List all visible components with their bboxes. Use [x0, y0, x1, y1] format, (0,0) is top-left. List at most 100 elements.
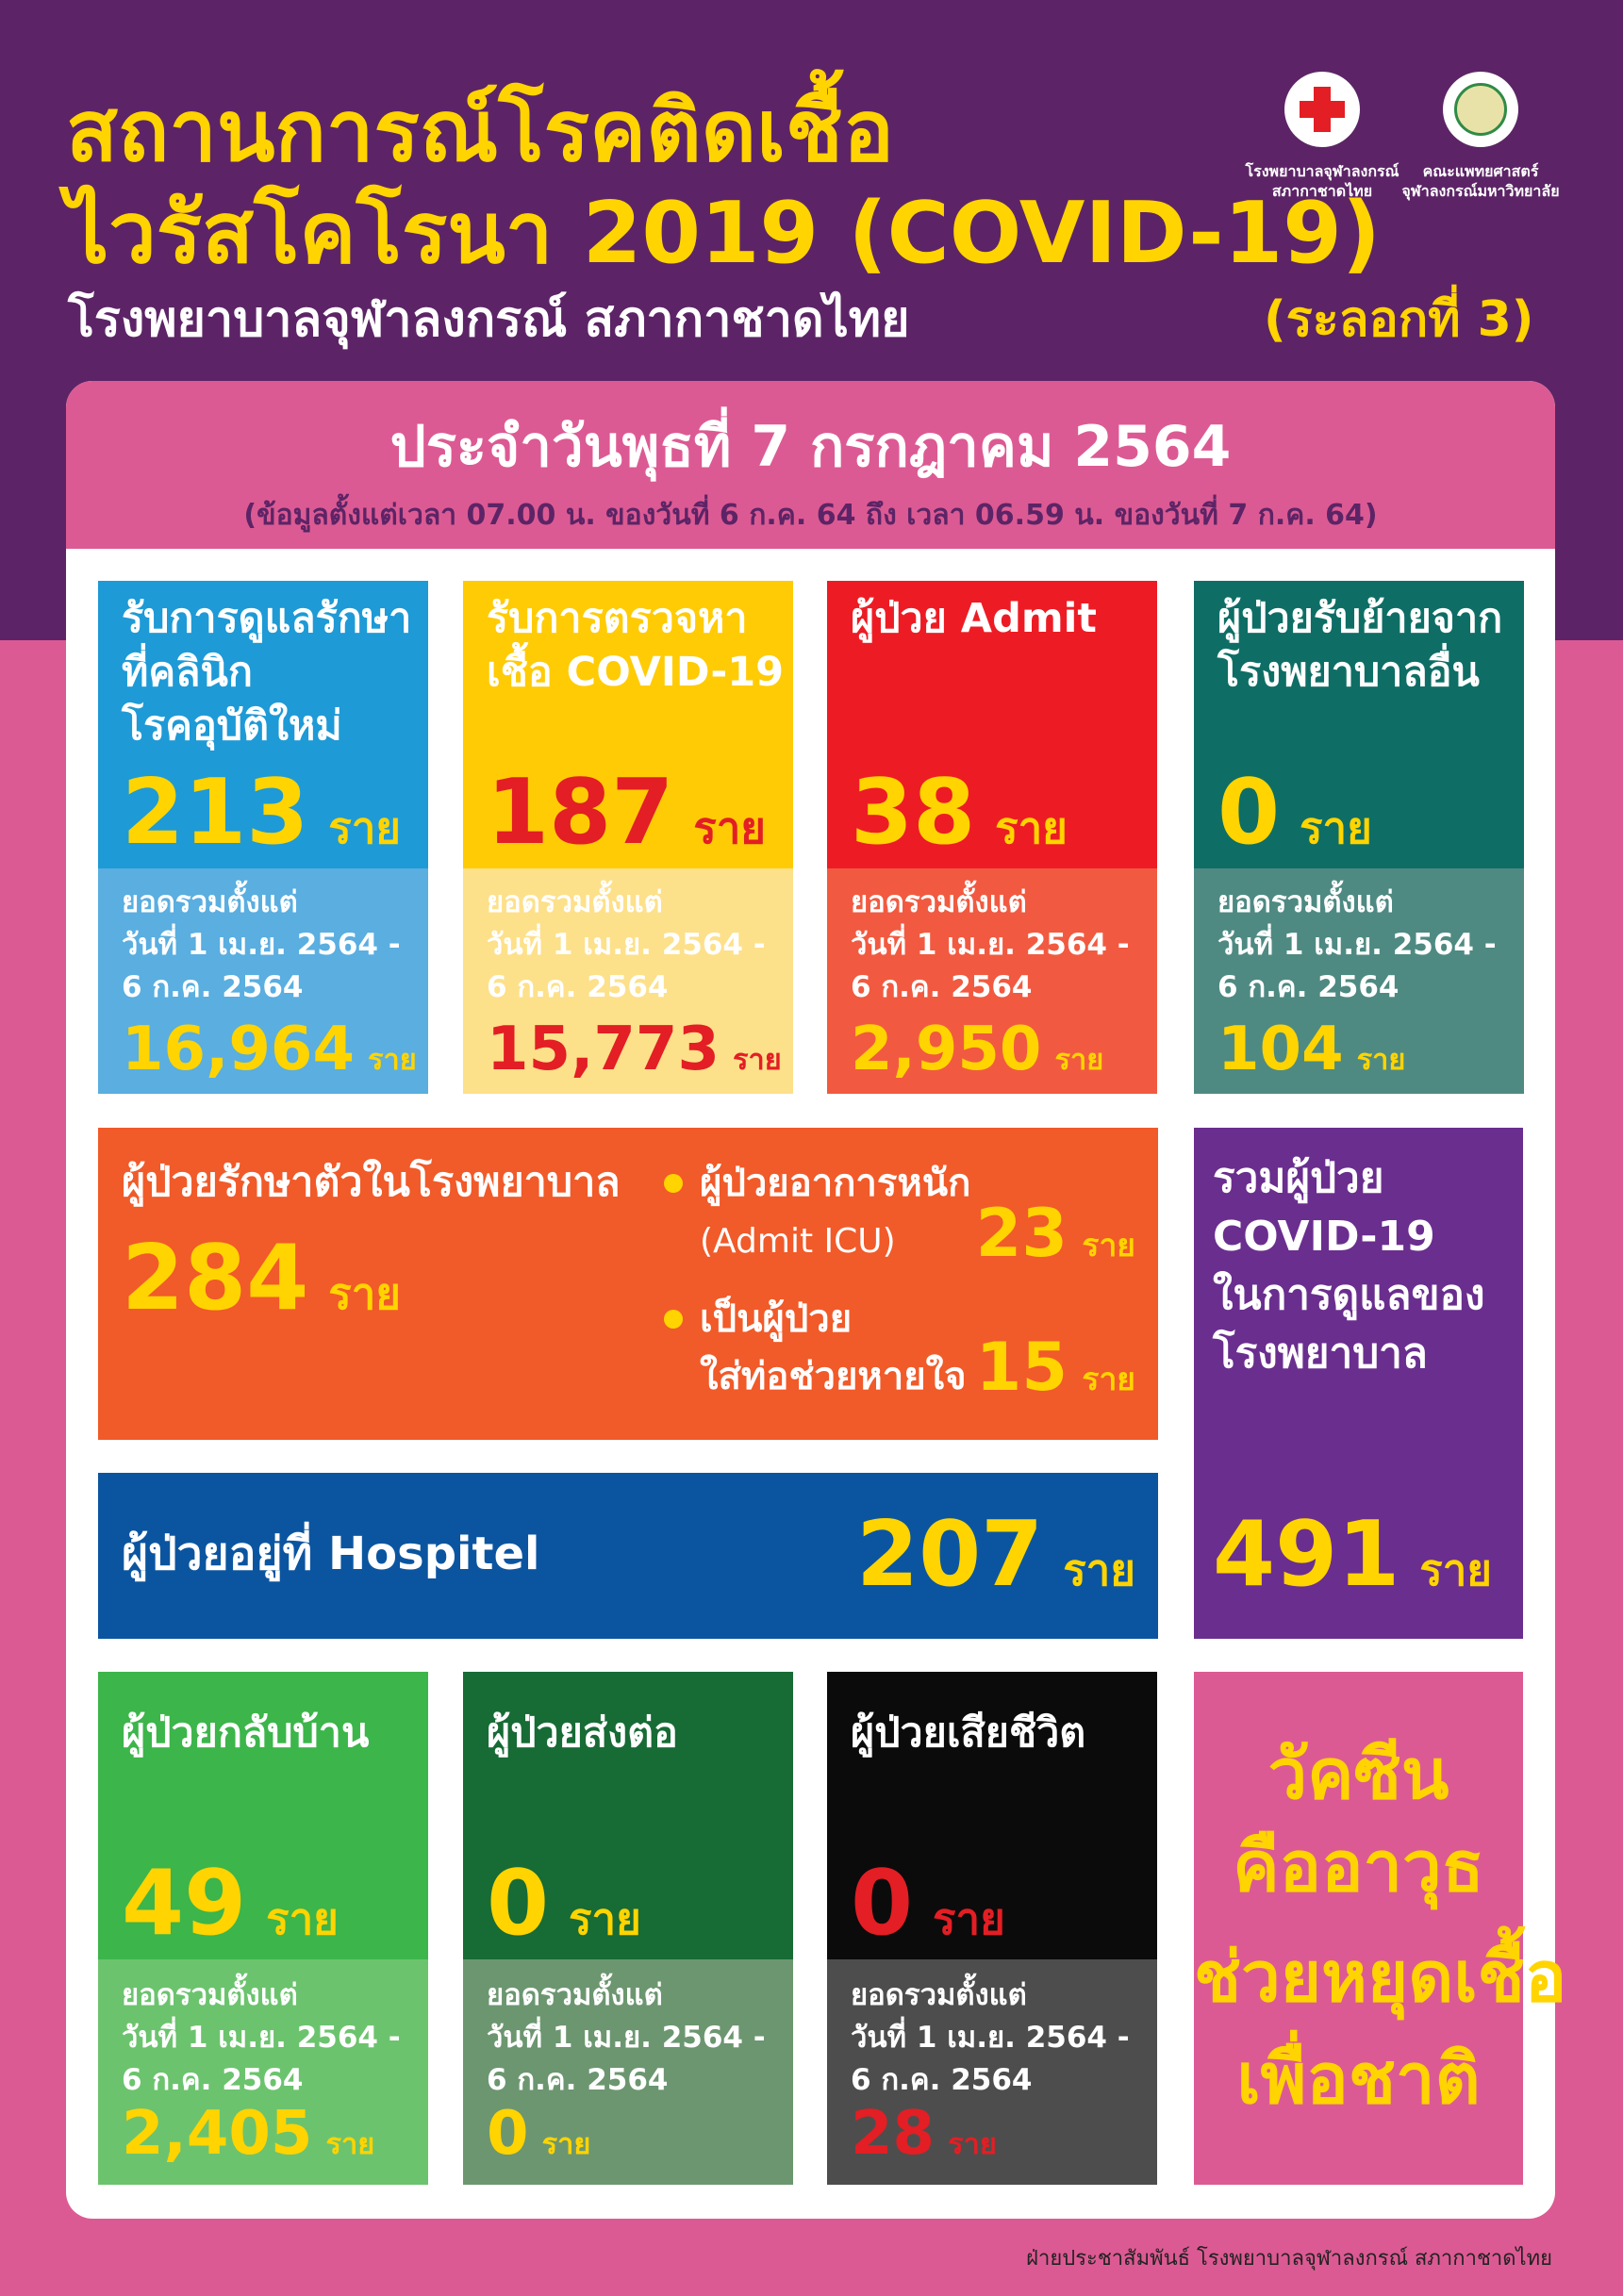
item-count: 23 ราย [976, 1194, 1135, 1291]
campaign-text: วัคซีน [1267, 1733, 1449, 1815]
total-title: รวมผู้ป่วย [1213, 1153, 1384, 1202]
cumulative-label: ยอดรวมตั้งแต่ [487, 1978, 663, 2013]
item-count: 15 ราย [976, 1328, 1135, 1425]
inpatient-title: ผู้ป่วยรักษาตัวในโรงพยาบาล [122, 1159, 621, 1207]
number: 49 [122, 1852, 247, 1956]
logo-caption: คณะแพทยศาสตร์ [1422, 162, 1539, 181]
date-note: (ข้อมูลตั้งแต่เวลา 07.00 น. ของวันที่ 6 … [243, 499, 1378, 532]
cumulative-label: 6 ก.ค. 2564 [487, 970, 669, 1005]
number: 2,405 [122, 2098, 313, 2169]
total-card [1194, 1128, 1523, 1639]
total-title: COVID-19 [1213, 1212, 1435, 1261]
cumulative-count: 104 ราย [1217, 1014, 1405, 1101]
unit: ราย [368, 1042, 417, 1077]
card-bottom [463, 1959, 793, 2185]
today-count: 38 ราย [851, 759, 1068, 892]
card-title: โรงพยาบาลอื่น [1217, 649, 1480, 697]
number: 0 [851, 1852, 914, 1956]
cumulative-label: 6 ก.ค. 2564 [122, 2063, 304, 2098]
cumulative-count: 15,773 ราย [487, 1014, 782, 1101]
card-bottom [98, 1959, 428, 2185]
card-title: เชื้อ COVID-19 [487, 649, 785, 697]
inpatient-card [98, 1128, 1158, 1440]
unit: ราย [266, 1894, 339, 1944]
card-title: ผู้ป่วยส่งต่อ [487, 1710, 678, 1758]
cumulative-count: 0 ราย [487, 2098, 590, 2186]
cumulative-label: 6 ก.ค. 2564 [851, 970, 1033, 1005]
cumulative-label: วันที่ 1 เม.ย. 2564 - [851, 928, 1130, 963]
title: ไวรัสโคโรนา 2019 (COVID-19) [66, 184, 1382, 283]
unit: ราย [693, 803, 767, 853]
cumulative-label: ยอดรวมตั้งแต่ [122, 885, 298, 920]
unit: ราย [1082, 1361, 1135, 1397]
number: 284 [122, 1227, 309, 1330]
cumulative-label: ยอดรวมตั้งแต่ [851, 1978, 1027, 2013]
unit: ราย [933, 1894, 1005, 1944]
unit: ราย [328, 803, 402, 853]
card-top [463, 581, 793, 868]
card-title: ผู้ป่วยเสียชีวิต [851, 1710, 1086, 1758]
cumulative-label: วันที่ 1 เม.ย. 2564 - [851, 2021, 1130, 2056]
unit: ราย [733, 1042, 782, 1077]
logo-caption: สภากาชาดไทย [1271, 182, 1373, 201]
wave-label: (ระลอกที่ 3) [1264, 290, 1534, 348]
unit: ราย [325, 2126, 375, 2161]
cumulative-label: วันที่ 1 เม.ย. 2564 - [487, 2021, 766, 2056]
unit: ราย [569, 1894, 641, 1944]
date-banner [66, 381, 1555, 549]
unit: ราย [1419, 1545, 1493, 1595]
unit: ราย [1356, 1042, 1406, 1077]
card-bottom [827, 868, 1157, 1094]
cumulative-label: ยอดรวมตั้งแต่ [1217, 885, 1394, 920]
cumulative-label: ยอดรวมตั้งแต่ [851, 885, 1027, 920]
total-title: ในการดูแลของ [1213, 1270, 1485, 1319]
card-top [827, 581, 1157, 868]
cumulative-label: ยอดรวมตั้งแต่ [122, 1978, 298, 2013]
card-top [463, 1672, 793, 1959]
number: 104 [1217, 1014, 1344, 1084]
card-top [827, 1672, 1157, 1959]
total-count: 491 ราย [1213, 1501, 1492, 1634]
item-label: (Admit ICU) [700, 1222, 896, 1262]
card-bottom [827, 1959, 1157, 2185]
campaign-text: เพื่อชาติ [1236, 2038, 1481, 2120]
date-title: ประจำวันพุธที่ 7 กรกฎาคม 2564 [389, 414, 1232, 480]
unit: ราย [995, 803, 1068, 853]
unit: ราย [328, 1269, 402, 1319]
cumulative-label: 6 ก.ค. 2564 [851, 2063, 1033, 2098]
cumulative-label: 6 ก.ค. 2564 [122, 970, 304, 1005]
number: 491 [1213, 1503, 1400, 1607]
bullet [664, 1310, 683, 1329]
card-top [98, 581, 428, 868]
card-title: ผู้ป่วยกลับบ้าน [122, 1710, 370, 1758]
item-label: ผู้ป่วยอาการหนัก [700, 1162, 971, 1205]
number: 28 [851, 2098, 936, 2169]
card-bottom [1194, 868, 1524, 1094]
number: 187 [487, 761, 674, 865]
number: 213 [122, 761, 309, 865]
hospitel-label: ผู้ป่วยอยู่ที่ Hospitel [122, 1528, 540, 1581]
cumulative-label: ยอดรวมตั้งแต่ [487, 885, 663, 920]
cumulative-count: 28 ราย [851, 2098, 997, 2186]
unit: ราย [1063, 1545, 1135, 1595]
card-title: รับการตรวจหา [487, 595, 748, 643]
number: 0 [487, 1852, 550, 1956]
card-title: ผู้ป่วย Admit [851, 595, 1097, 643]
number: 23 [975, 1195, 1068, 1272]
cumulative-count: 16,964 ราย [122, 1014, 417, 1101]
today-count: 213 ราย [122, 759, 401, 892]
hospitel-card [98, 1473, 1158, 1639]
logo-caption: โรงพยาบาลจุฬาลงกรณ์ [1245, 162, 1399, 181]
card-title: ที่คลินิก [122, 649, 253, 697]
total-title: โรงพยาบาล [1213, 1329, 1428, 1378]
cumulative-count: 2,405 ราย [122, 2098, 374, 2186]
inpatient-count: 284 ราย [122, 1225, 401, 1358]
unit: ราย [1054, 1042, 1104, 1077]
campaign-text: ช่วยหยุดเชื้อ [1194, 1936, 1567, 2018]
card-top [1194, 581, 1524, 868]
card-title: โรคอุบัติใหม่ [122, 702, 342, 751]
cumulative-label: วันที่ 1 เม.ย. 2564 - [122, 2021, 401, 2056]
cumulative-label: วันที่ 1 เม.ย. 2564 - [487, 928, 766, 963]
card-top [98, 1672, 428, 1959]
